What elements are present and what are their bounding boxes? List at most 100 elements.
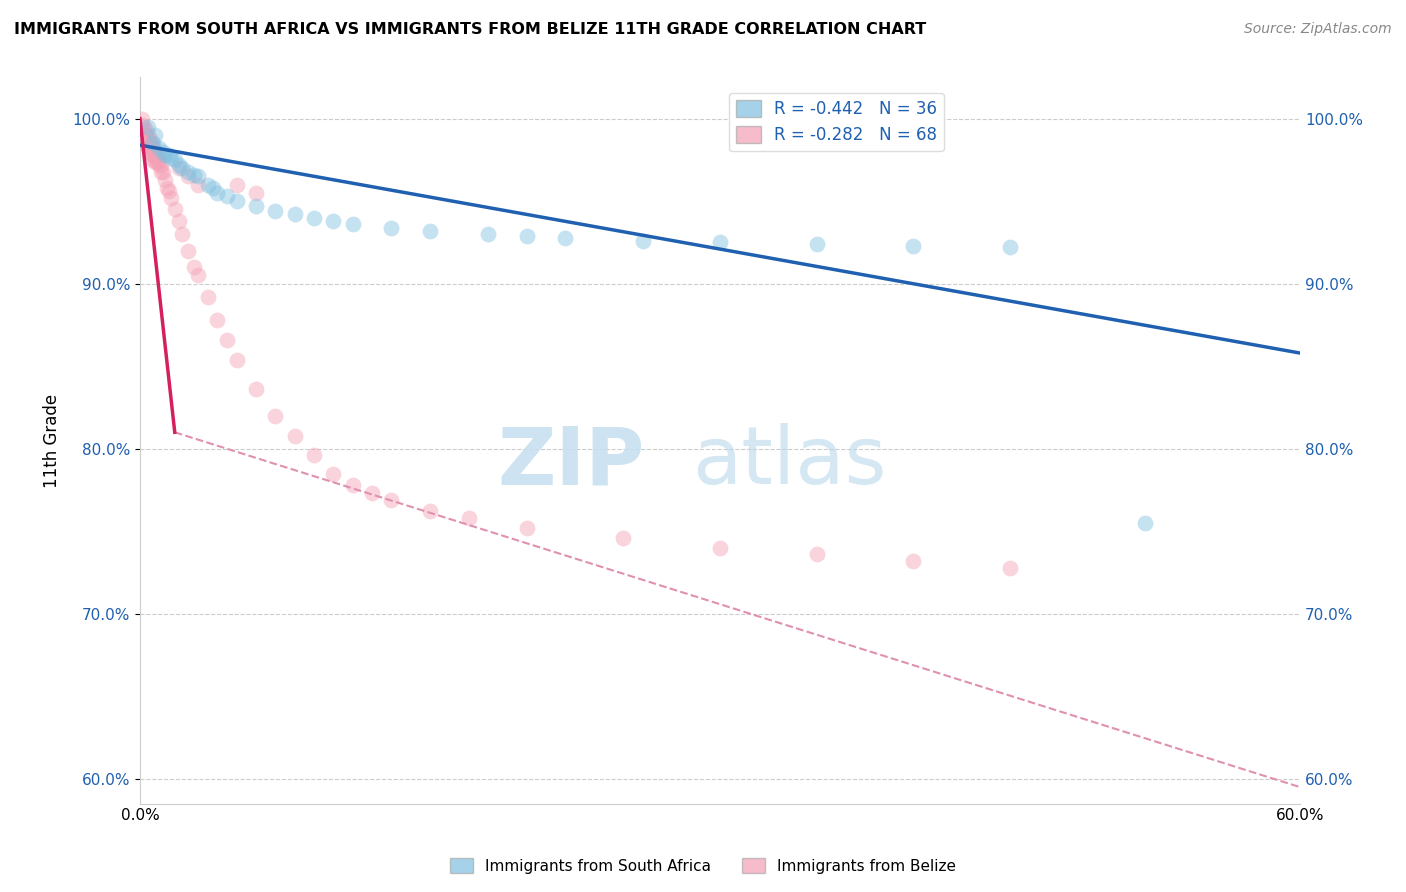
Point — [419, 504, 441, 518]
Point — [177, 244, 200, 258]
Point — [215, 333, 238, 347]
Point — [152, 164, 174, 178]
Point — [141, 146, 163, 161]
Point — [380, 492, 402, 507]
Point — [806, 548, 828, 562]
Point — [903, 554, 925, 568]
Point — [554, 230, 576, 244]
Point — [138, 141, 160, 155]
Point — [709, 235, 731, 250]
Point — [183, 260, 205, 275]
Point — [302, 449, 325, 463]
Point — [136, 133, 159, 147]
Point — [998, 240, 1021, 254]
Point — [245, 186, 267, 200]
Point — [131, 118, 153, 132]
Point — [163, 202, 186, 217]
Point — [322, 467, 344, 481]
Point — [142, 136, 165, 151]
Point — [132, 131, 155, 145]
Point — [163, 153, 186, 167]
Point — [516, 228, 538, 243]
Point — [302, 211, 325, 225]
Point — [197, 178, 219, 192]
Text: IMMIGRANTS FROM SOUTH AFRICA VS IMMIGRANTS FROM BELIZE 11TH GRADE CORRELATION CH: IMMIGRANTS FROM SOUTH AFRICA VS IMMIGRAN… — [14, 22, 927, 37]
Point — [157, 148, 180, 162]
Point — [132, 128, 155, 143]
Text: ZIP: ZIP — [498, 424, 644, 501]
Point — [187, 169, 209, 184]
Point — [148, 158, 170, 172]
Point — [361, 486, 384, 500]
Point — [135, 133, 157, 147]
Point — [153, 148, 176, 162]
Point — [145, 154, 167, 169]
Point — [380, 220, 402, 235]
Legend: Immigrants from South Africa, Immigrants from Belize: Immigrants from South Africa, Immigrants… — [444, 852, 962, 880]
Point — [142, 148, 165, 162]
Point — [516, 521, 538, 535]
Y-axis label: 11th Grade: 11th Grade — [44, 393, 60, 488]
Point — [284, 428, 307, 442]
Point — [1135, 516, 1157, 530]
Point — [264, 409, 287, 423]
Point — [903, 239, 925, 253]
Point — [153, 173, 176, 187]
Point — [160, 151, 183, 165]
Point — [284, 207, 307, 221]
Point — [612, 531, 634, 545]
Point — [136, 120, 159, 134]
Point — [136, 138, 159, 153]
Point — [156, 181, 179, 195]
Point — [172, 161, 194, 176]
Point — [131, 123, 153, 137]
Point — [145, 145, 167, 159]
Point — [998, 560, 1021, 574]
Point — [187, 268, 209, 283]
Point — [136, 128, 159, 143]
Point — [167, 214, 190, 228]
Point — [245, 383, 267, 397]
Point — [342, 478, 364, 492]
Point — [131, 112, 153, 126]
Point — [135, 138, 157, 153]
Point — [145, 128, 167, 143]
Point — [167, 158, 190, 172]
Point — [183, 168, 205, 182]
Point — [264, 204, 287, 219]
Point — [806, 237, 828, 252]
Point — [142, 153, 165, 167]
Point — [477, 227, 499, 242]
Point — [146, 150, 169, 164]
Point — [631, 234, 654, 248]
Point — [419, 224, 441, 238]
Point — [322, 214, 344, 228]
Point — [172, 227, 194, 242]
Point — [138, 136, 160, 151]
Point — [207, 186, 229, 200]
Point — [167, 161, 190, 176]
Point — [138, 131, 160, 145]
Point — [146, 154, 169, 169]
Point — [177, 169, 200, 184]
Point — [138, 146, 160, 161]
Point — [225, 194, 247, 209]
Point — [148, 141, 170, 155]
Point — [132, 120, 155, 134]
Point — [145, 150, 167, 164]
Point — [141, 141, 163, 155]
Point — [135, 123, 157, 137]
Point — [215, 189, 238, 203]
Text: atlas: atlas — [692, 424, 887, 501]
Legend: R = -0.442   N = 36, R = -0.282   N = 68: R = -0.442 N = 36, R = -0.282 N = 68 — [728, 93, 943, 151]
Point — [150, 158, 173, 172]
Point — [150, 164, 173, 178]
Point — [197, 290, 219, 304]
Point — [157, 184, 180, 198]
Point — [207, 313, 229, 327]
Point — [457, 511, 479, 525]
Point — [187, 178, 209, 192]
Point — [141, 136, 163, 151]
Point — [177, 164, 200, 178]
Point — [342, 217, 364, 231]
